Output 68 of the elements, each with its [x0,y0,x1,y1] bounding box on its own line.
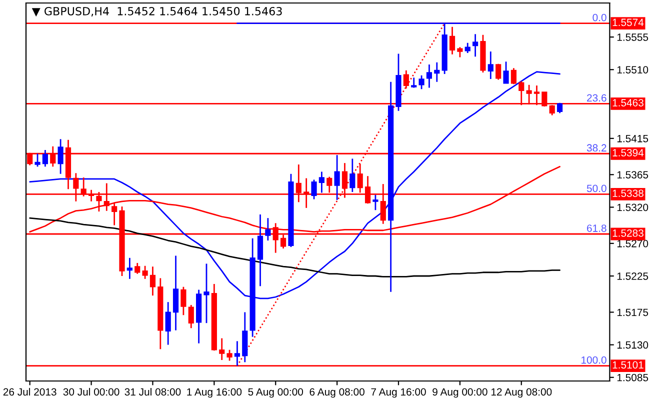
y-tick-label: 1.5085 [617,374,648,382]
candlestick [334,154,340,201]
y-tick-label: 1.5415 [617,135,648,142]
y-tick-label: 1.5320 [617,204,648,212]
ref-line-label: 1.5101 [612,361,644,369]
chart-title: ▼ GBPUSD,H4 1.5452 1.5464 1.5450 1.5463 [32,6,282,17]
annotation: 100.0 [582,356,606,364]
ref-line-label: 1.5338 [612,190,644,197]
candlestick [188,304,194,329]
candlestick [510,67,516,85]
ref-line-label: 1.5283 [612,229,644,237]
y-tick-label: 1.5175 [617,308,648,316]
candlestick [150,266,156,296]
candlestick [142,265,148,280]
y-tick-label: 1.5270 [617,240,648,248]
candlestick [434,62,440,83]
annotation: 38.2 [586,144,606,152]
candlestick [204,262,210,324]
ref-line-label: 1.5394 [612,149,644,156]
annotation: 61.8 [587,224,606,232]
candlestick [372,194,378,211]
candlestick [350,158,356,193]
y-tick-label: 1.5365 [617,171,648,178]
annotation: 50.0 [586,184,606,192]
candlestick [472,33,478,58]
x-tick-label: 30 Jul 00:00 [63,388,120,396]
candlestick [226,349,232,362]
candlestick [418,74,424,90]
candlestick [165,301,171,346]
candlestick [496,63,502,80]
x-tick-label: 9 Aug 00:00 [432,388,488,398]
ref-line-label: 1.5574 [612,18,644,26]
candlestick [488,50,494,80]
x-tick-label: 5 Aug 00:00 [248,388,304,398]
ref-line-label: 1.5463 [612,99,644,106]
y-tick-label: 1.5555 [617,34,648,41]
candlestick [257,214,264,287]
candlestick [403,70,409,90]
x-tick-label: 26 Jul 2013 [3,388,56,396]
candlestick [180,286,186,316]
annotation: 23.6 [587,94,606,102]
candlestick [457,46,463,58]
candlestick [464,42,470,54]
annotation: 0.0 [592,14,606,22]
candlestick [58,138,64,175]
candlestick [503,60,509,84]
candlestick [34,152,40,168]
candlestick [42,149,48,168]
x-tick-label: 1 Aug 16:00 [187,388,242,398]
candlestick [234,340,240,366]
x-tick-label: 6 Aug 08:00 [310,388,364,398]
y-tick-label: 1.5510 [617,66,648,74]
candlestick [172,255,179,332]
candlestick [126,257,132,280]
x-tick-label: 12 Aug 08:00 [491,388,552,398]
candlestick [265,217,271,242]
line-series [29,217,560,278]
candlestick [426,64,432,88]
candlestick [219,338,225,361]
candlestick [112,202,118,226]
candlestick [449,26,456,56]
x-tick-label: 7 Aug 16:00 [371,388,426,398]
candlestick [311,178,317,200]
y-tick-label: 1.5225 [617,272,648,280]
x-tick-label: 31 Jul 08:00 [124,388,181,396]
y-tick-label: 1.5130 [617,341,648,349]
candlestick [134,262,140,275]
candlestick [318,171,324,194]
